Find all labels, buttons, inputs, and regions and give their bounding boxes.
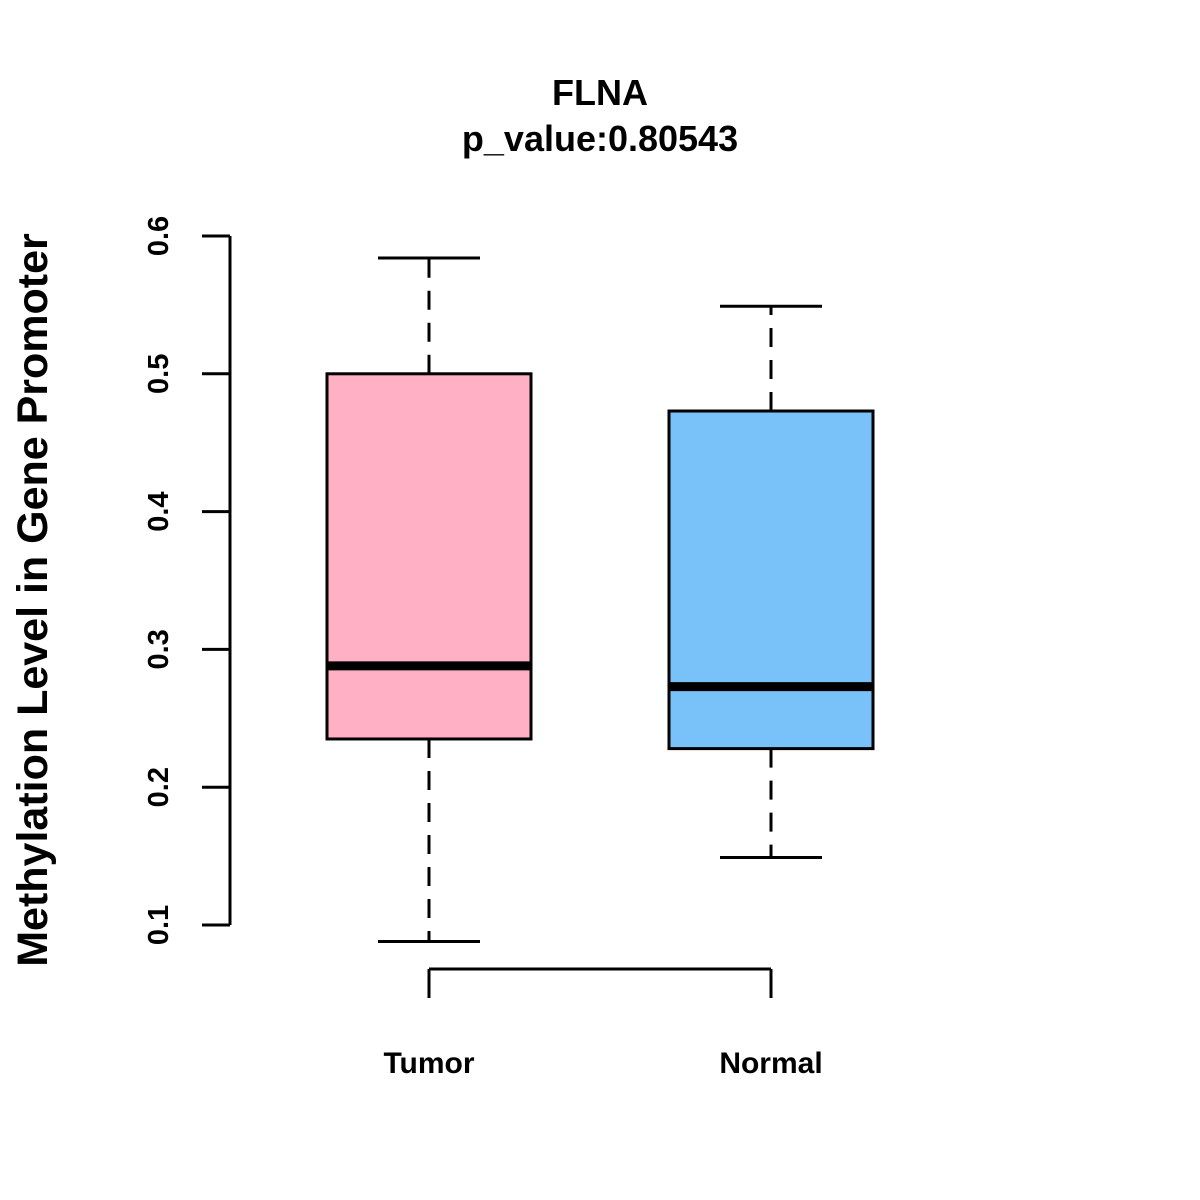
boxes — [325, 256, 875, 944]
x-axis: Tumor Normal — [383, 967, 823, 1080]
box-normal — [667, 304, 875, 859]
chart-title: FLNA — [552, 72, 648, 113]
y-tick-label: 0.2 — [143, 767, 175, 807]
y-tick-label: 0.5 — [143, 354, 175, 394]
y-axis-label: Methylation Level in Gene Promoter — [9, 233, 57, 967]
y-tick-label: 0.4 — [143, 491, 175, 531]
y-tick-label: 0.1 — [143, 905, 175, 945]
iqr-box — [325, 372, 533, 741]
y-tick-label: 0.6 — [143, 216, 175, 256]
y-tick-label: 0.3 — [143, 629, 175, 669]
chart-subtitle: p_value:0.80543 — [462, 118, 738, 159]
y-axis: 0.1 0.2 0.3 0.4 0.5 0.6 — [143, 216, 232, 945]
x-tick-label-normal: Normal — [719, 1047, 822, 1080]
box-tumor — [325, 256, 533, 944]
x-tick-label-tumor: Tumor — [383, 1047, 474, 1080]
iqr-box — [667, 409, 875, 751]
